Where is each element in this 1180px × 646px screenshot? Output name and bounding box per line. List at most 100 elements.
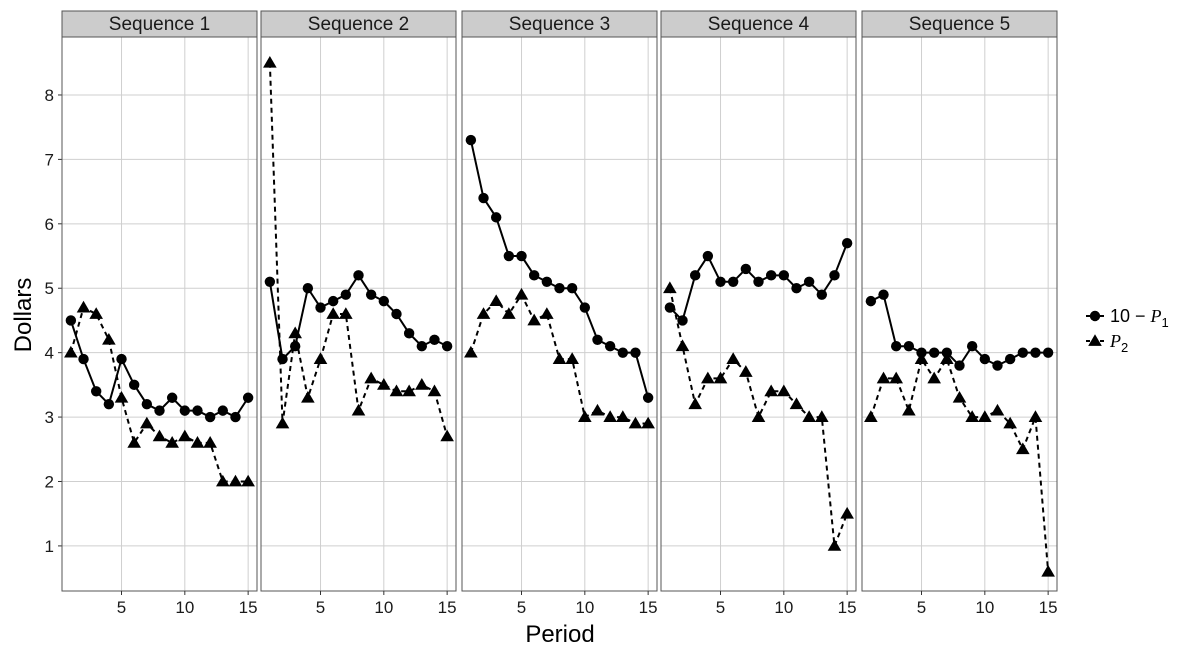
x-tick-label: 10 — [175, 598, 194, 617]
data-point-circle — [1089, 310, 1101, 322]
data-point-circle — [441, 341, 453, 352]
data-point-triangle — [739, 365, 753, 377]
x-tick-label: 15 — [838, 598, 857, 617]
panel-border — [461, 36, 658, 592]
y-tick-label: 6 — [45, 215, 54, 234]
data-point-triangle — [313, 352, 328, 364]
data-point-triangle — [1041, 564, 1055, 577]
y-tick-label: 7 — [45, 150, 54, 169]
panel-background — [661, 37, 856, 591]
data-point-circle — [65, 315, 77, 326]
data-point-triangle — [203, 436, 217, 448]
x-tick-label: 10 — [575, 598, 594, 617]
data-point-circle — [429, 334, 440, 345]
panel-background — [261, 37, 456, 591]
data-point-circle — [664, 302, 676, 313]
data-point-circle — [954, 360, 965, 371]
data-point-circle — [391, 308, 402, 320]
data-point-triangle — [489, 294, 503, 307]
data-point-triangle — [1028, 410, 1043, 422]
data-point-triangle — [364, 371, 378, 384]
data-point-circle — [217, 405, 229, 416]
data-point-circle — [166, 392, 178, 403]
data-point-triangle — [789, 397, 804, 410]
facet-title: Sequence 2 — [308, 14, 409, 35]
data-point-triangle — [840, 506, 854, 519]
data-point-triangle — [688, 397, 702, 410]
facet-panel: Sequence 1 5 10 15 — [61, 10, 258, 617]
facet-strip — [260, 10, 457, 38]
data-point-triangle — [965, 410, 979, 422]
data-point-triangle — [565, 352, 579, 364]
x-tick-label: 15 — [1039, 598, 1058, 617]
y-axis-title: Dollars — [10, 278, 37, 353]
data-point-circle — [617, 347, 629, 358]
data-point-circle — [264, 276, 276, 287]
data-point-circle — [516, 250, 527, 262]
data-point-circle — [90, 386, 102, 397]
data-point-triangle — [514, 287, 529, 300]
data-point-circle — [340, 289, 352, 300]
data-point-circle — [1004, 353, 1016, 365]
data-point-triangle — [114, 390, 129, 403]
data-point-circle — [778, 270, 790, 281]
panel-background — [62, 37, 257, 591]
data-point-circle — [592, 334, 603, 345]
data-point-triangle — [751, 410, 766, 422]
data-point-triangle — [326, 307, 340, 319]
data-point-triangle — [440, 429, 454, 442]
facet-panel: Sequence 2 5 10 15 — [260, 10, 457, 617]
series-line-dashed — [668, 288, 849, 547]
data-point-circle — [490, 212, 502, 223]
panel-border — [861, 36, 1058, 592]
data-point-triangle — [427, 384, 442, 397]
data-point-triangle — [339, 307, 353, 319]
data-point-triangle — [1016, 442, 1030, 455]
data-point-triangle — [377, 378, 391, 390]
data-point-circle — [192, 405, 203, 416]
data-point-triangle — [675, 339, 690, 352]
data-point-triangle — [876, 371, 891, 384]
data-point-circle — [541, 276, 553, 287]
data-point-circle — [128, 379, 140, 391]
data-point-triangle — [914, 352, 929, 364]
data-point-circle — [277, 353, 288, 365]
data-point-triangle — [64, 345, 78, 358]
data-point-triangle — [641, 416, 655, 429]
data-point-triangle — [701, 371, 715, 384]
data-point-triangle — [527, 313, 541, 326]
data-point-triangle — [228, 474, 243, 487]
facet-title: Sequence 5 — [909, 14, 1010, 35]
x-tick-label: 5 — [917, 598, 926, 617]
x-tick-label: 10 — [774, 598, 793, 617]
data-point-triangle — [127, 436, 141, 448]
data-point-circle — [242, 392, 254, 403]
data-point-triangle — [827, 539, 842, 551]
facet-title: Sequence 3 — [509, 14, 610, 35]
data-point-circle — [829, 270, 840, 281]
data-point-circle — [753, 276, 764, 287]
x-tick-label: 10 — [975, 598, 994, 617]
data-point-circle — [841, 237, 853, 249]
data-point-triangle — [152, 429, 167, 442]
data-point-circle — [1030, 347, 1041, 358]
data-point-triangle — [540, 307, 554, 319]
data-point-triangle — [713, 371, 728, 384]
data-point-triangle — [927, 371, 941, 384]
data-point-circle — [630, 347, 641, 358]
data-point-triangle — [351, 403, 366, 416]
data-point-triangle — [603, 410, 617, 422]
data-point-triangle — [902, 403, 916, 416]
data-point-circle — [230, 411, 241, 423]
y-tick-label: 2 — [45, 472, 54, 491]
data-point-triangle — [241, 474, 255, 487]
x-tick-label: 15 — [639, 598, 658, 617]
data-point-circle — [1017, 347, 1029, 358]
legend-item: 10 − P1 — [1086, 306, 1169, 330]
data-point-circle — [566, 283, 578, 294]
data-point-circle — [803, 276, 815, 287]
data-point-circle — [702, 250, 714, 262]
data-point-circle — [503, 250, 515, 262]
data-point-circle — [327, 295, 339, 307]
data-point-triangle — [802, 410, 816, 422]
